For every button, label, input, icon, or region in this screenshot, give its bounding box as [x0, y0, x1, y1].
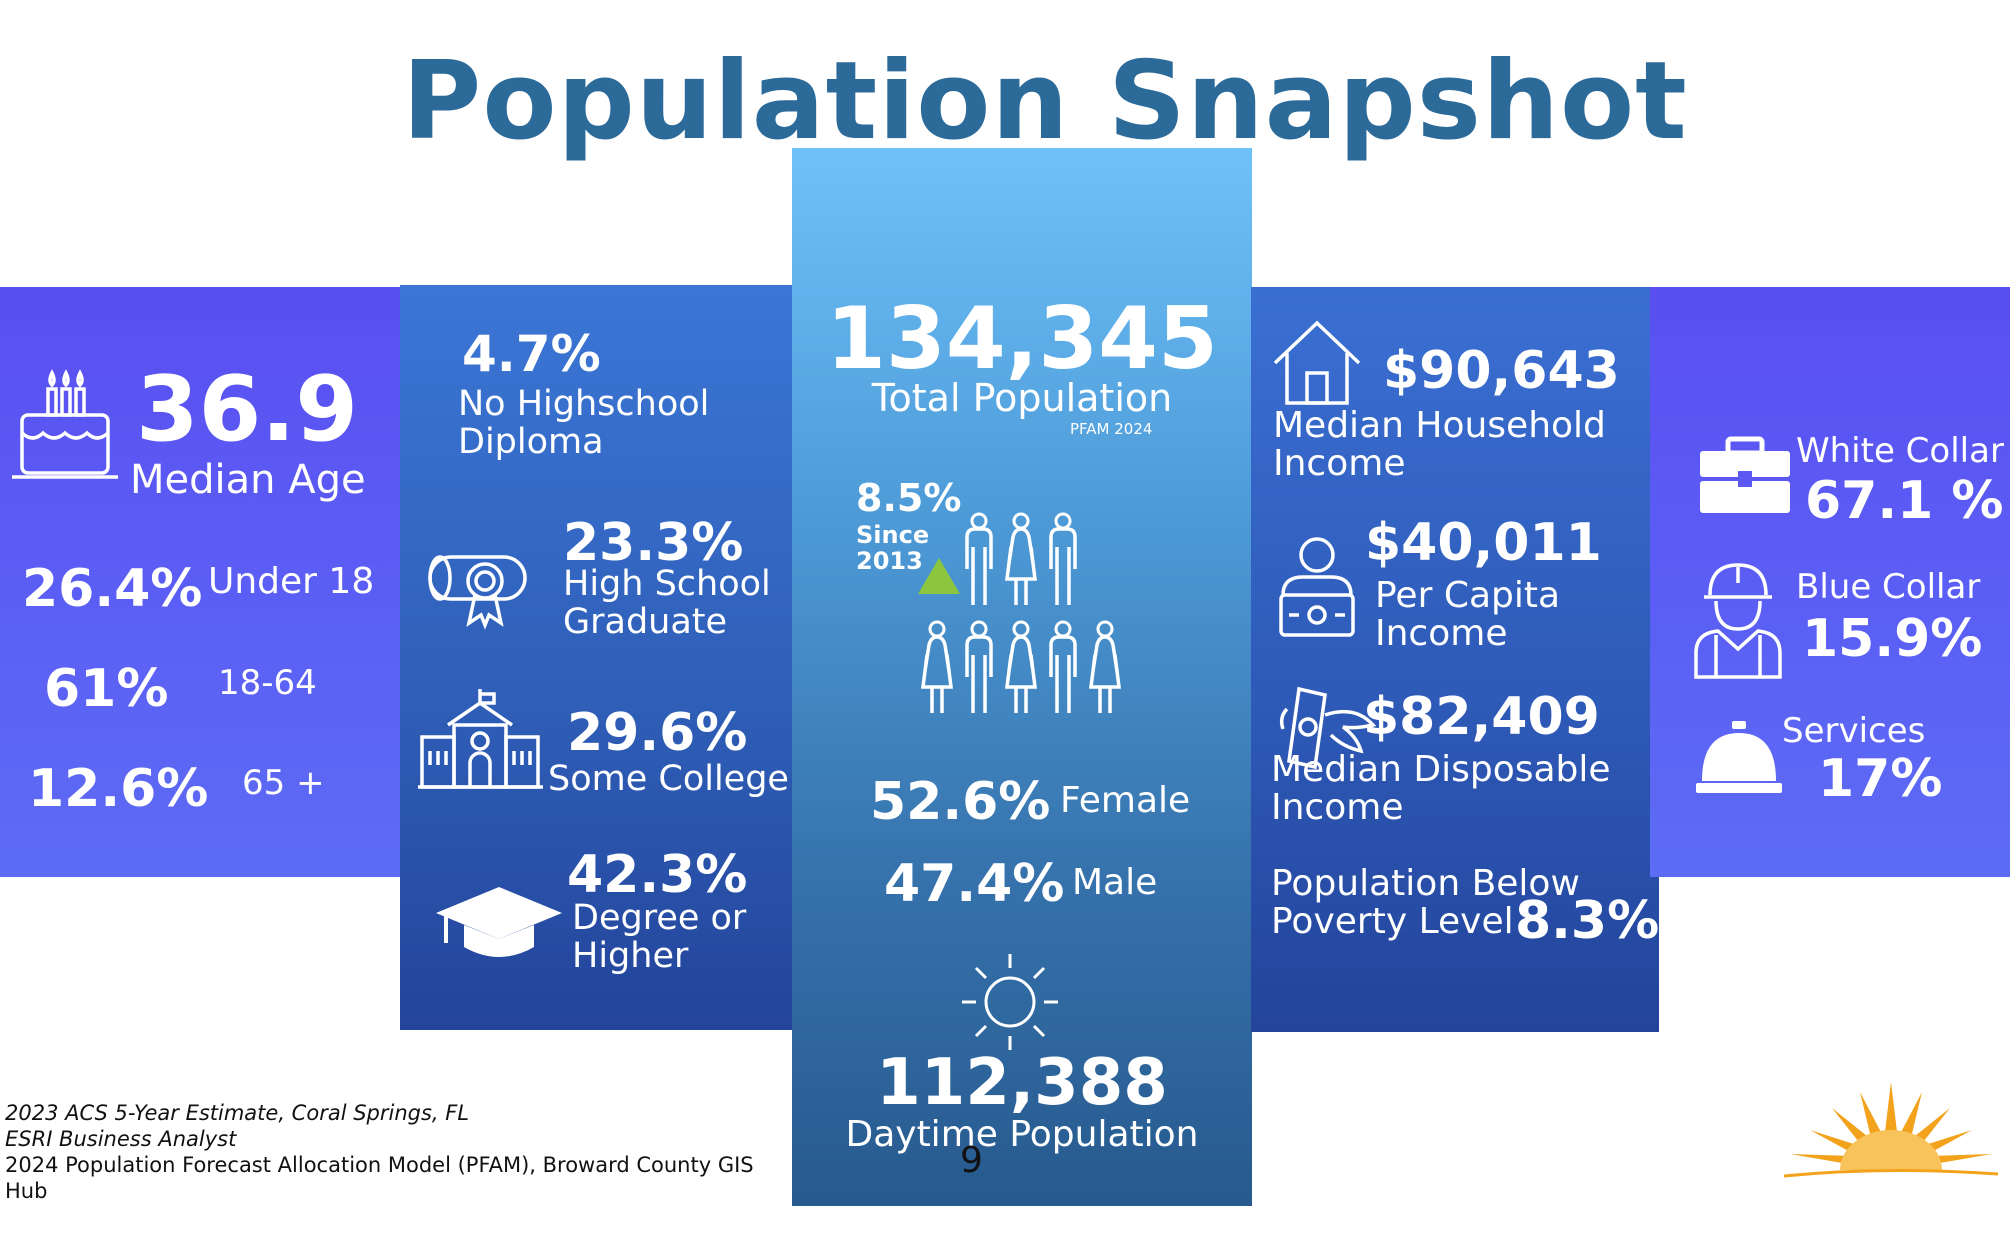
up-triangle-icon [918, 558, 960, 594]
hs-graduate-label: High School Graduate [563, 565, 771, 641]
growth-value: 8.5% [856, 476, 962, 520]
house-icon [1273, 320, 1361, 405]
poverty-line1: Population Below [1271, 863, 1580, 904]
some-college-value: 29.6% [567, 703, 748, 763]
service-bell-icon [1696, 721, 1782, 793]
poverty-line2: Poverty Level [1271, 901, 1514, 942]
total-population-label: Total Population [871, 376, 1173, 420]
per-capita-income-line2: Income [1375, 613, 1508, 654]
age-18-64-label: 18-64 [218, 663, 317, 703]
disposable-income-label: Median Disposable Income [1271, 751, 1611, 827]
sunrise-logo-icon [1783, 1082, 1999, 1178]
median-age-label: Median Age [130, 457, 366, 503]
per-capita-income-value: $40,011 [1365, 513, 1602, 573]
total-population-source: PFAM 2024 [1070, 420, 1153, 438]
median-age-value: 36.9 [136, 357, 359, 462]
income-panel: $90,643 Median Household Income $40,011 … [1251, 287, 1659, 1032]
no-diploma-line1: No Highschool [458, 384, 710, 424]
age-18-64-value: 61% [44, 659, 169, 719]
graduation-cap-icon [436, 887, 562, 957]
age-panel: 36.9 Median Age 26.4% Under 18 61% 18-64… [0, 287, 402, 877]
per-capita-income-line1: Per Capita [1375, 575, 1561, 616]
hs-graduate-line2: Graduate [563, 602, 728, 642]
services-label: Services [1782, 711, 1926, 751]
hs-graduate-value: 23.3% [563, 513, 744, 573]
female-label: Female [1060, 780, 1191, 821]
some-college-label: Some College [548, 759, 789, 799]
education-panel: 4.7% No Highschool Diploma 23.3% High Sc… [400, 285, 793, 1030]
poverty-value: 8.3% [1515, 891, 1660, 951]
total-population-value: 134,345 [826, 289, 1218, 389]
people-group-icon [921, 512, 1121, 715]
disposable-income-line2: Income [1271, 787, 1404, 828]
disposable-income-value: $82,409 [1363, 687, 1600, 747]
source-line-4: Hub [5, 1179, 48, 1203]
female-value: 52.6% [870, 772, 1051, 832]
workforce-panel: White Collar 67.1 % Blue Collar 15.9% Se… [1650, 287, 2010, 877]
blue-collar-label: Blue Collar [1796, 567, 1981, 607]
population-panel: 134,345 Total Population PFAM 2024 8.5% … [792, 148, 1252, 1206]
growth-year: 2013 [856, 547, 923, 575]
degree-line2: Higher [572, 936, 689, 976]
no-diploma-line2: Diploma [458, 422, 604, 462]
per-capita-income-label: Per Capita Income [1375, 577, 1560, 653]
briefcase-icon [1700, 436, 1790, 513]
daytime-population-label: Daytime Population [845, 1114, 1199, 1155]
source-line-2: ESRI Business Analyst [5, 1127, 237, 1151]
daytime-population-value: 112,388 [876, 1046, 1168, 1120]
page-title: Population Snapshot [402, 39, 1688, 164]
degree-value: 42.3% [567, 845, 748, 905]
no-diploma-value: 4.7% [462, 325, 601, 383]
age-under-18-value: 26.4% [22, 559, 203, 619]
services-value: 17% [1818, 749, 1943, 809]
degree-label: Degree or Higher [572, 899, 746, 975]
male-label: Male [1072, 862, 1158, 903]
household-income-line1: Median Household [1273, 405, 1606, 446]
flying-money-icon [1279, 686, 1377, 770]
degree-line1: Degree or [572, 898, 747, 938]
growth-since-word: Since [856, 521, 930, 549]
age-65-plus-label: 65 + [242, 763, 325, 803]
school-building-icon [418, 689, 543, 789]
white-collar-value: 67.1 % [1805, 471, 2004, 531]
birthday-cake-icon [12, 369, 118, 479]
age-under-18-label: Under 18 [208, 561, 375, 602]
white-collar-label: White Collar [1796, 431, 2004, 471]
household-income-label: Median Household Income [1273, 407, 1606, 483]
age-65-plus-value: 12.6% [28, 759, 209, 819]
poverty-label: Population Below Poverty Level [1271, 865, 1580, 941]
source-line-3: 2024 Population Forecast Allocation Mode… [5, 1153, 754, 1177]
blue-collar-value: 15.9% [1802, 609, 1983, 669]
disposable-income-line1: Median Disposable [1271, 749, 1611, 790]
household-income-value: $90,643 [1383, 341, 1620, 401]
person-cash-icon [1279, 537, 1355, 637]
hs-graduate-line1: High School [563, 564, 771, 604]
worker-hardhat-icon [1694, 563, 1782, 679]
source-line-1: 2023 ACS 5-Year Estimate, Coral Springs,… [5, 1101, 470, 1125]
no-diploma-label: No Highschool Diploma [458, 385, 709, 461]
growth-since: Since 2013 [856, 522, 929, 574]
diploma-scroll-icon [428, 555, 527, 630]
sources-footnote: 2023 ACS 5-Year Estimate, Coral Springs,… [5, 1100, 785, 1204]
page-number: 9 [960, 1140, 983, 1181]
male-value: 47.4% [884, 854, 1065, 914]
household-income-line2: Income [1273, 443, 1406, 484]
sun-icon [962, 954, 1058, 1050]
